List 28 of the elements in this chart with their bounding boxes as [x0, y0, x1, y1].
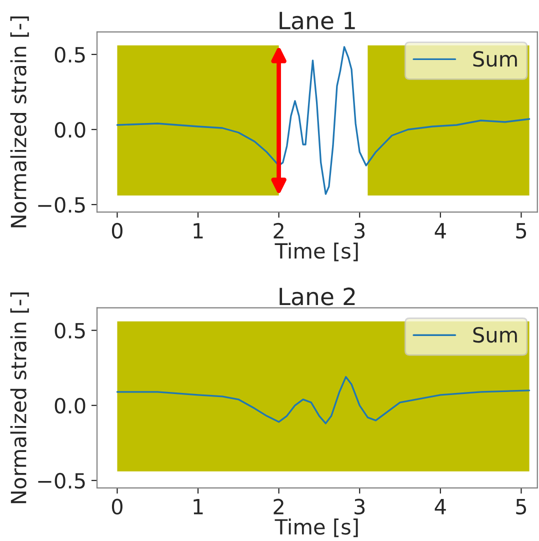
x-axis-title: Time [s] — [274, 518, 358, 538]
line-series — [116, 376, 530, 424]
x-tick-label: 1 — [194, 499, 203, 514]
x-tick-label: 5 — [516, 223, 526, 239]
y-tick-label: 0.0 — [54, 122, 86, 138]
x-tick-label: 2 — [274, 498, 284, 514]
line-series — [116, 46, 530, 195]
legend-label: Sum — [473, 326, 517, 343]
legend-label: Sum — [473, 51, 517, 67]
y-tick-label: 0.5 — [54, 46, 85, 63]
y-tick-label: −0.5 — [38, 472, 85, 489]
x-axis-title: Time [s] — [274, 242, 358, 262]
x-tick-label: 5 — [516, 499, 526, 515]
chart-title: Lane 2 — [280, 288, 355, 306]
x-tick-label: 3 — [354, 222, 365, 239]
x-tick-label: 0 — [112, 498, 122, 515]
x-tick-label: 4 — [434, 499, 446, 514]
y-axis-title: Normalized strain [-] — [10, 16, 29, 228]
y-tick-label: −0.5 — [38, 197, 85, 213]
x-tick-label: 2 — [274, 222, 284, 238]
y-axis-title: Normalized strain [-] — [10, 292, 29, 504]
y-tick-label: 0.0 — [54, 398, 86, 414]
x-tick-label: 0 — [112, 222, 122, 239]
chart-title: Lane 1 — [280, 12, 355, 30]
y-tick-label: 0.5 — [54, 322, 85, 339]
x-tick-label: 4 — [434, 223, 446, 238]
x-tick-label: 1 — [194, 223, 203, 238]
x-tick-label: 3 — [354, 498, 365, 515]
